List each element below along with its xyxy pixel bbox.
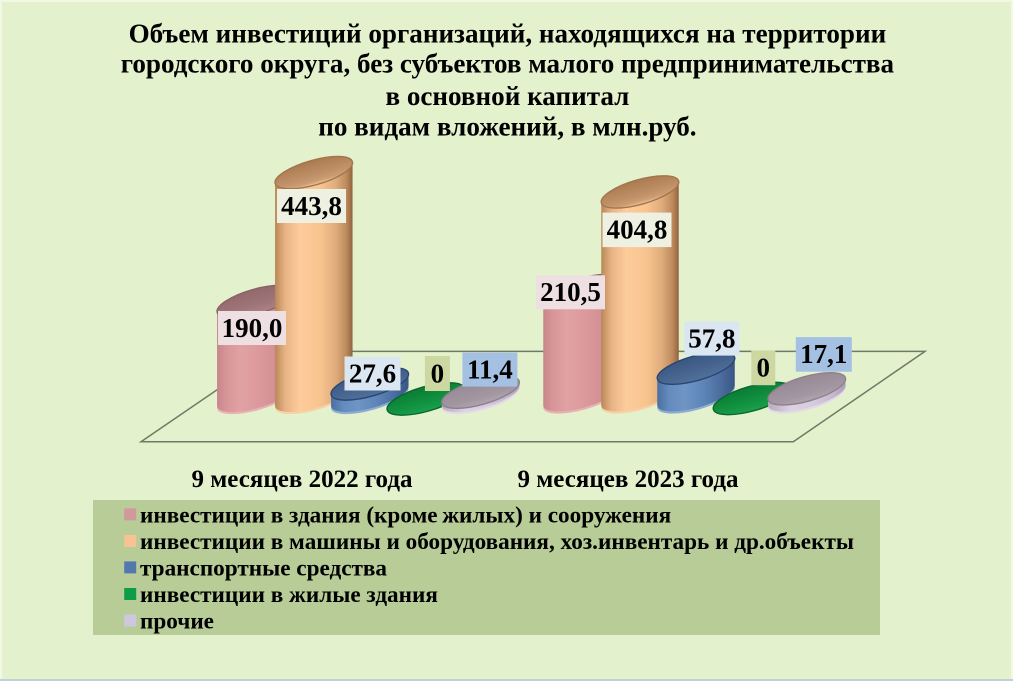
svg-text:210,5: 210,5 xyxy=(540,277,601,307)
svg-text:прочие: прочие xyxy=(140,609,214,635)
svg-text:городского округа, без субъект: городского округа, без субъектов малого … xyxy=(121,49,895,79)
svg-text:транспортные средства: транспортные средства xyxy=(140,555,387,581)
svg-text:9 месяцев 2022 года: 9 месяцев 2022 года xyxy=(192,466,413,493)
svg-text:0: 0 xyxy=(431,358,445,388)
svg-text:17,1: 17,1 xyxy=(800,339,847,369)
svg-text:инвестиции в машины и оборудов: инвестиции в машины и оборудования, хоз.… xyxy=(140,529,854,555)
svg-text:инвестиции в жилые здания: инвестиции в жилые здания xyxy=(140,582,438,608)
svg-text:в основной капитал: в основной капитал xyxy=(385,81,629,111)
svg-text:190,0: 190,0 xyxy=(222,313,283,343)
svg-text:443,8: 443,8 xyxy=(281,191,342,221)
svg-text:инвестиции в здания (кроме жил: инвестиции в здания (кроме жилых) и соор… xyxy=(140,502,671,528)
svg-text:404,8: 404,8 xyxy=(607,215,668,245)
svg-text:27,6: 27,6 xyxy=(349,358,396,388)
svg-text:11,4: 11,4 xyxy=(467,354,513,384)
svg-text:57,8: 57,8 xyxy=(688,323,735,353)
svg-text:9 месяцев 2023 года: 9 месяцев 2023 года xyxy=(518,466,739,493)
svg-text:Объем инвестиций организаций,: Объем инвестиций организаций, находящихс… xyxy=(129,19,887,49)
svg-text:0: 0 xyxy=(757,353,771,383)
svg-text:по видам вложений, в млн.руб.: по видам вложений, в млн.руб. xyxy=(318,111,696,141)
